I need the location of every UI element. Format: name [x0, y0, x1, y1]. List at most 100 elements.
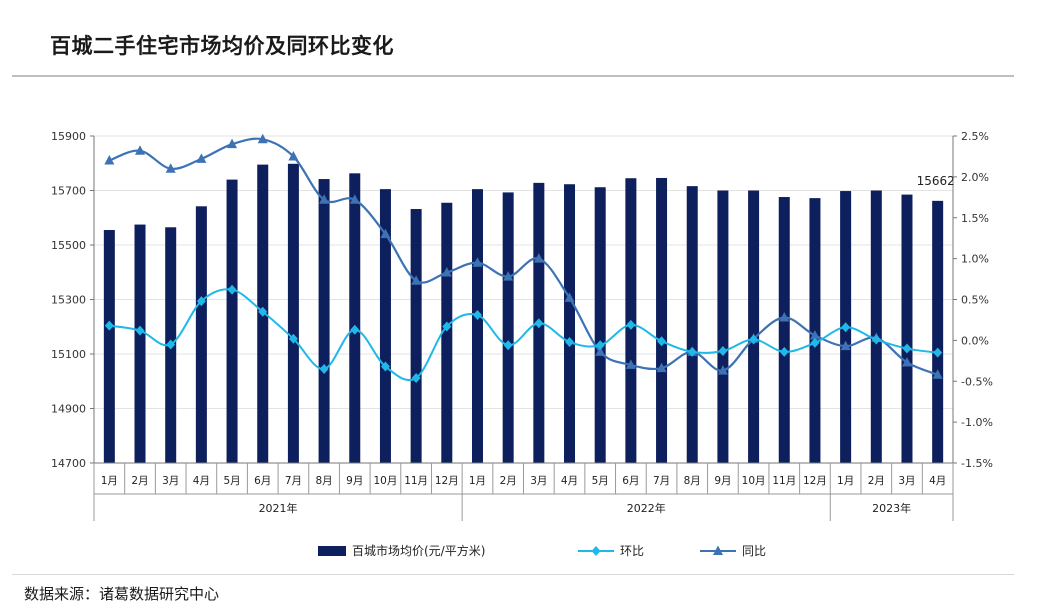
legend-swatch-bar	[318, 546, 346, 556]
left-tick-label: 15900	[51, 130, 86, 143]
bar	[318, 179, 330, 463]
month-label: 12月	[435, 475, 459, 487]
yoy-point	[809, 329, 820, 340]
yoy-point	[227, 138, 238, 149]
month-label: 10月	[742, 475, 766, 487]
right-tick-label: 1.5%	[961, 212, 989, 225]
mom-point	[472, 310, 482, 321]
month-label: 8月	[684, 475, 701, 487]
year-label: 2021年	[259, 501, 298, 515]
month-label: 4月	[929, 475, 946, 487]
bar	[502, 192, 514, 463]
yoy-point	[779, 311, 790, 322]
mom-point	[319, 363, 329, 374]
yoy-point	[380, 228, 391, 239]
bar	[717, 190, 729, 463]
month-label: 10月	[374, 475, 398, 487]
yoy-point	[411, 275, 422, 285]
yoy-point	[196, 153, 207, 163]
mom-point	[687, 346, 697, 357]
right-tick-label: 1.0%	[961, 253, 989, 266]
mom-point	[534, 318, 544, 329]
year-label: 2023年	[872, 501, 911, 515]
month-label: 4月	[561, 475, 578, 487]
bar	[287, 163, 299, 464]
mom-point	[718, 346, 728, 357]
yoy-point	[625, 359, 636, 369]
mom-point	[749, 334, 759, 345]
mom-point	[657, 336, 667, 347]
yoy-point	[165, 163, 176, 173]
yoy-point	[595, 346, 606, 356]
yoy-point	[135, 145, 146, 155]
left-tick-label: 14700	[51, 457, 86, 470]
legend-label: 百城市场均价(元/平方米)	[352, 543, 485, 558]
yoy-point	[472, 257, 483, 267]
mom-point	[565, 337, 575, 348]
yoy-point	[503, 271, 514, 281]
bar	[195, 206, 207, 463]
month-label: 1月	[101, 475, 118, 487]
left-tick-label: 15700	[51, 185, 86, 198]
bar	[226, 179, 238, 463]
yoy-point	[441, 267, 452, 277]
month-label: 12月	[803, 475, 827, 487]
month-label: 5月	[592, 475, 609, 487]
bar	[103, 230, 115, 463]
data-source: 数据来源：诸葛数据研究中心	[24, 585, 220, 603]
mom-point	[135, 325, 145, 336]
month-label: 6月	[254, 475, 271, 487]
month-label: 2月	[500, 475, 517, 487]
bar	[932, 200, 944, 464]
left-tick-label: 14900	[51, 403, 86, 416]
yoy-point	[257, 133, 268, 144]
mom-point	[595, 340, 605, 351]
mom-point	[871, 334, 881, 345]
legend-label: 环比	[620, 544, 644, 558]
bar	[379, 189, 391, 463]
bar	[410, 209, 422, 463]
bar	[901, 194, 913, 463]
yoy-point	[840, 340, 851, 351]
right-tick-label: -1.5%	[961, 457, 993, 470]
yoy-point	[901, 356, 912, 367]
mom-point	[810, 337, 820, 348]
left-tick-label: 15500	[51, 239, 86, 252]
month-label: 3月	[530, 475, 547, 487]
month-label: 3月	[898, 475, 915, 487]
yoy-point	[288, 150, 299, 161]
month-label: 7月	[653, 475, 670, 487]
series-line-mom	[109, 288, 938, 382]
month-label: 11月	[772, 475, 796, 487]
right-tick-label: 2.5%	[961, 130, 989, 143]
legend-label: 同比	[742, 544, 766, 558]
right-tick-label: 0.5%	[961, 294, 989, 307]
left-tick-label: 15100	[51, 348, 86, 361]
yoy-point	[533, 253, 544, 263]
title-divider	[12, 75, 1014, 77]
mom-point	[626, 319, 636, 330]
mom-point	[166, 339, 176, 350]
bar	[594, 187, 606, 464]
mom-point	[196, 296, 206, 307]
month-label: 3月	[162, 475, 179, 487]
mom-point	[902, 343, 912, 354]
yoy-point	[656, 362, 667, 373]
month-label: 9月	[346, 475, 363, 487]
mom-point	[380, 361, 390, 372]
month-label: 6月	[622, 475, 639, 487]
mom-point	[442, 321, 452, 332]
last-value-label: 15662	[917, 174, 955, 188]
right-tick-label: 0.0%	[961, 334, 989, 347]
month-label: 1月	[469, 475, 486, 487]
mom-point	[841, 322, 851, 333]
series-line-yoy	[108, 137, 939, 376]
mom-point	[258, 306, 268, 317]
bar	[349, 173, 361, 463]
bar	[564, 184, 576, 464]
month-label: 11月	[404, 475, 428, 487]
mom-point	[104, 320, 114, 331]
yoy-point	[349, 194, 360, 204]
bar	[748, 190, 760, 463]
